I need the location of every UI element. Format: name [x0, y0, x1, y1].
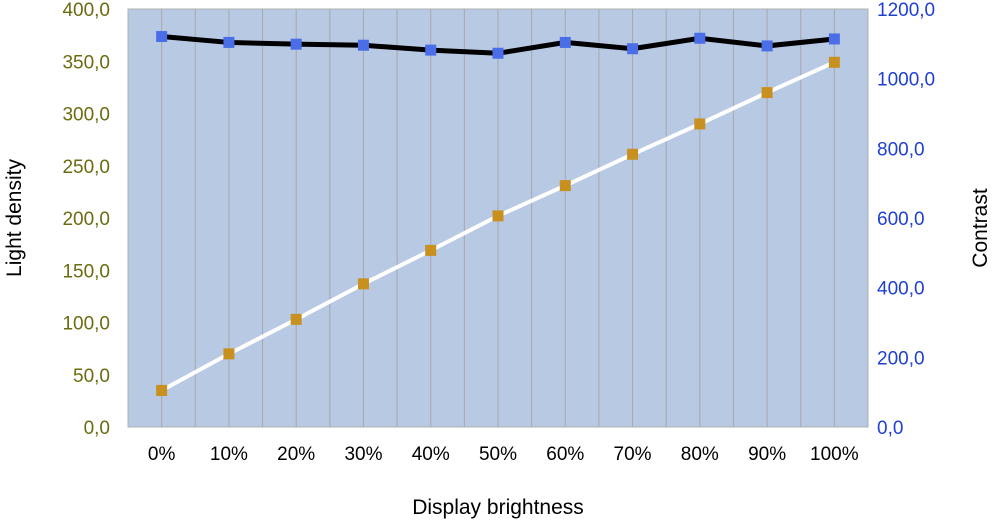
data-point-left — [761, 87, 773, 99]
left-tick-label: 400,0 — [62, 0, 110, 21]
left-tick-label: 50,0 — [73, 366, 110, 387]
right-tick-label: 1000,0 — [877, 70, 935, 91]
data-point-right — [357, 39, 369, 51]
data-point-right — [492, 47, 504, 59]
x-tick-label: 10% — [210, 444, 248, 465]
right-tick-label: 400,0 — [877, 279, 925, 300]
data-point-left — [290, 313, 302, 325]
x-tick-label: 20% — [277, 444, 315, 465]
right-axis-ticks: 0,0 200,0 400,0 600,0 800,0 1000,0 1200,0 — [877, 0, 935, 439]
data-point-left — [156, 384, 168, 396]
data-point-right — [694, 32, 706, 44]
right-tick-label: 800,0 — [877, 139, 925, 160]
data-point-left — [425, 244, 437, 256]
data-point-left — [627, 148, 639, 160]
data-point-left — [223, 348, 235, 360]
grid — [161, 9, 835, 427]
x-tick-label: 70% — [614, 444, 652, 465]
data-point-right — [627, 43, 639, 55]
left-axis-ticks: 0,0 50,0 100,0 150,0 200,0 250,0 300,0 350,0 400… — [62, 0, 110, 439]
data-point-right — [156, 31, 168, 43]
right-tick-label: 1200,0 — [877, 0, 935, 21]
x-tick-label: 0% — [148, 444, 176, 465]
data-point-left — [559, 180, 571, 192]
data-point-right — [761, 40, 773, 52]
series-layer — [156, 31, 840, 396]
left-tick-label: 300,0 — [62, 105, 110, 126]
data-point-left — [357, 278, 369, 290]
left-tick-label: 0,0 — [84, 418, 110, 439]
data-point-right — [425, 44, 437, 56]
left-tick-label: 350,0 — [62, 52, 110, 73]
x-tick-label: 40% — [412, 444, 450, 465]
x-tick-label: 90% — [748, 444, 786, 465]
left-tick-label: 200,0 — [62, 209, 110, 230]
left-axis-title: Light density — [3, 159, 26, 277]
right-tick-label: 0,0 — [877, 418, 903, 439]
data-point-left — [694, 118, 706, 130]
x-tick-label: 30% — [344, 444, 382, 465]
left-tick-label: 250,0 — [62, 157, 110, 178]
x-tick-label: 100% — [810, 444, 859, 465]
x-tick-label: 50% — [479, 444, 517, 465]
data-point-right — [290, 38, 302, 50]
x-tick-label: 60% — [546, 444, 584, 465]
data-point-right — [828, 33, 840, 45]
data-point-right — [559, 36, 571, 48]
right-tick-label: 200,0 — [877, 348, 925, 369]
right-tick-label: 600,0 — [877, 209, 925, 230]
x-tick-label: 80% — [681, 444, 719, 465]
data-point-left — [828, 56, 840, 68]
left-tick-label: 100,0 — [62, 314, 110, 335]
right-axis-title: Contrast — [969, 188, 992, 268]
data-point-left — [492, 210, 504, 222]
x-axis-ticks: 0% 10% 20% 30% 40% 50% 60% 70% 80% 90% 100% — [148, 444, 859, 465]
data-point-right — [223, 36, 235, 48]
left-tick-label: 150,0 — [62, 261, 110, 282]
x-axis-title: Display brightness — [412, 496, 584, 519]
